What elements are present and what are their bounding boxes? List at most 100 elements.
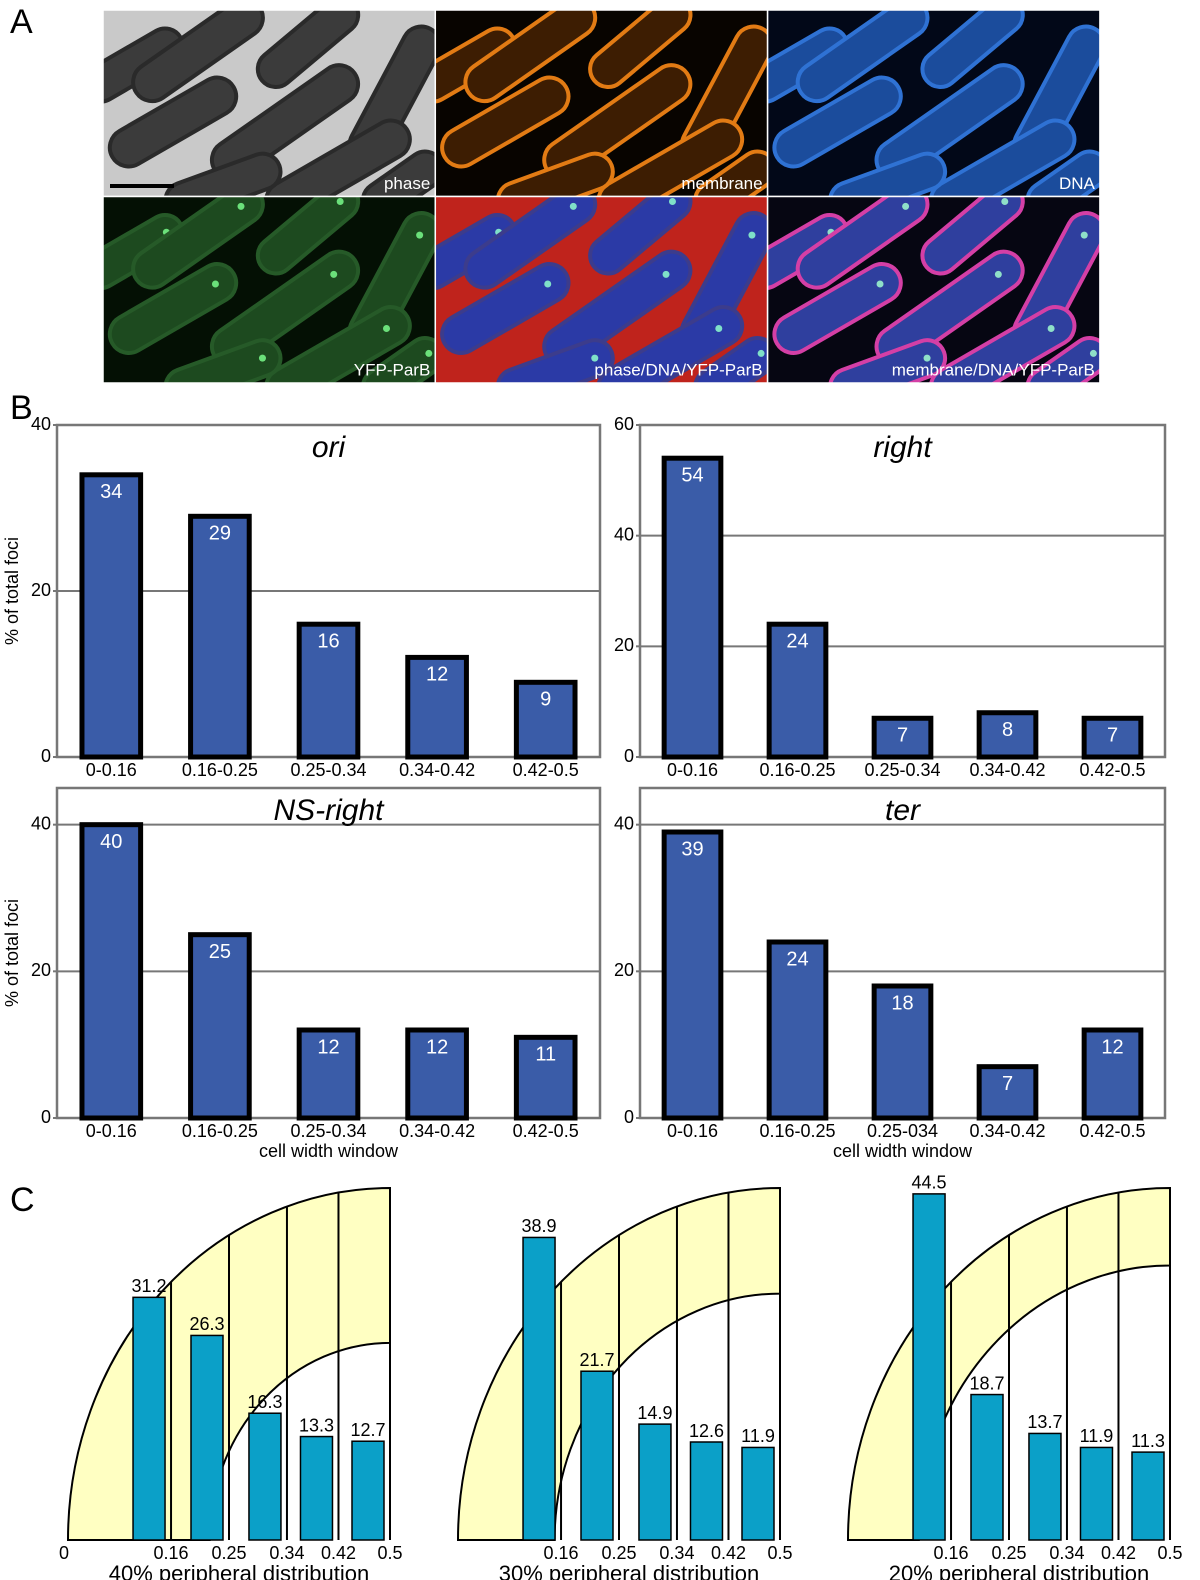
cell <box>828 151 948 197</box>
micrograph-label: YFP-ParB <box>354 360 431 379</box>
value-label: 12.7 <box>350 1420 385 1440</box>
cell <box>596 118 745 197</box>
value-label: 11.3 <box>1131 1431 1165 1451</box>
y-tick-label: 60 <box>614 414 634 434</box>
cell <box>131 196 265 290</box>
x-tick-label: 0.25-0.34 <box>290 760 366 780</box>
x-axis-label: 20% peripheral distribution <box>889 1561 1150 1580</box>
bar <box>766 939 829 1121</box>
value-label: 12 <box>426 664 448 686</box>
value-label: 44.5 <box>912 1173 947 1193</box>
bar <box>296 1027 361 1121</box>
y-tick-label: 20 <box>614 960 634 980</box>
focus <box>569 202 577 210</box>
micrograph-label: phase/DNA/YFP-ParB <box>594 360 762 379</box>
bar <box>79 822 144 1121</box>
chart-title: ori <box>312 431 347 464</box>
focus <box>544 280 552 288</box>
x-tick-label: 0.42-0.5 <box>513 1121 579 1141</box>
micrograph <box>103 10 436 197</box>
bar <box>79 472 144 760</box>
value-label: 12 <box>426 1036 448 1058</box>
panel-label: A <box>10 3 33 41</box>
x-tick-label: 0.34-0.42 <box>969 1121 1045 1141</box>
y-axis-label: % of total foci <box>2 537 22 645</box>
value-label: 26.3 <box>189 1314 224 1334</box>
cell <box>107 75 239 169</box>
y-tick-label: 20 <box>31 580 51 600</box>
cell <box>360 336 436 383</box>
x-tick-label: 0.42 <box>711 1543 746 1563</box>
value-label: 12 <box>1101 1036 1123 1058</box>
micrograph <box>103 196 436 383</box>
cell <box>920 10 1025 89</box>
y-tick-label: 0 <box>624 1107 634 1127</box>
value-label: 12.6 <box>689 1421 724 1441</box>
value-label: 16.3 <box>247 1392 282 1412</box>
x-tick-label: 0.42-0.5 <box>1079 760 1145 780</box>
x-axis-label: cell width window <box>259 1141 399 1161</box>
bar <box>188 513 252 760</box>
value-label: 8 <box>1002 719 1013 741</box>
value-label: 11.9 <box>1080 1426 1114 1446</box>
bar <box>976 710 1039 760</box>
micrograph <box>767 10 1100 197</box>
focus <box>211 280 219 288</box>
y-tick-label: 0 <box>41 746 51 766</box>
y-tick-label: 40 <box>614 813 634 833</box>
x-tick-label: 0.34 <box>269 1543 304 1563</box>
bar <box>1081 715 1144 760</box>
micrograph-border <box>766 195 1101 384</box>
focus <box>382 325 390 332</box>
chart-title: NS-right <box>273 794 385 827</box>
value-label: 34 <box>100 481 122 503</box>
bar <box>766 621 829 760</box>
cell <box>928 118 1077 197</box>
micrograph-label: membrane/DNA/YFP-ParB <box>892 360 1095 379</box>
y-tick-label: 40 <box>31 414 51 434</box>
cell <box>463 10 598 104</box>
x-tick-label: 0.25 <box>991 1543 1026 1563</box>
x-tick-label: 0.16-0.25 <box>182 1121 258 1141</box>
x-tick-label: 0.16 <box>934 1543 969 1563</box>
bar <box>580 1370 614 1541</box>
focus <box>715 325 723 332</box>
y-tick-label: 0 <box>624 746 634 766</box>
x-tick-label: 0.5 <box>1157 1543 1182 1563</box>
focus <box>748 231 756 239</box>
focus <box>923 354 931 362</box>
focus <box>662 270 670 278</box>
bar <box>912 1193 946 1541</box>
bar <box>871 983 934 1121</box>
value-label: 13.7 <box>1027 1412 1062 1432</box>
value-label: 29 <box>209 523 231 545</box>
x-tick-label: 0.16-0.25 <box>759 760 835 780</box>
value-label: 25 <box>209 941 231 963</box>
bar <box>741 1446 775 1541</box>
x-axis-label: 30% peripheral distribution <box>499 1561 760 1580</box>
bar <box>1028 1432 1062 1541</box>
bar <box>522 1236 556 1541</box>
cell <box>107 262 239 355</box>
cell <box>495 338 615 383</box>
cell <box>463 196 598 290</box>
cell <box>255 196 361 276</box>
cell <box>828 338 948 383</box>
value-label: 11 <box>535 1044 556 1066</box>
value-label: 18.7 <box>969 1373 1004 1393</box>
bar <box>638 1423 672 1541</box>
y-tick-label: 40 <box>31 813 51 833</box>
focus <box>1080 231 1088 239</box>
x-tick-label: 0 <box>59 1543 69 1563</box>
value-label: 7 <box>1002 1073 1013 1095</box>
focus <box>1001 198 1009 206</box>
cell <box>588 196 693 276</box>
x-tick-label: 0.16-0.25 <box>182 760 258 780</box>
micrograph <box>767 196 1100 383</box>
focus <box>258 354 266 362</box>
bar <box>190 1334 224 1541</box>
value-label: 7 <box>1107 725 1118 747</box>
cell <box>1025 149 1100 197</box>
